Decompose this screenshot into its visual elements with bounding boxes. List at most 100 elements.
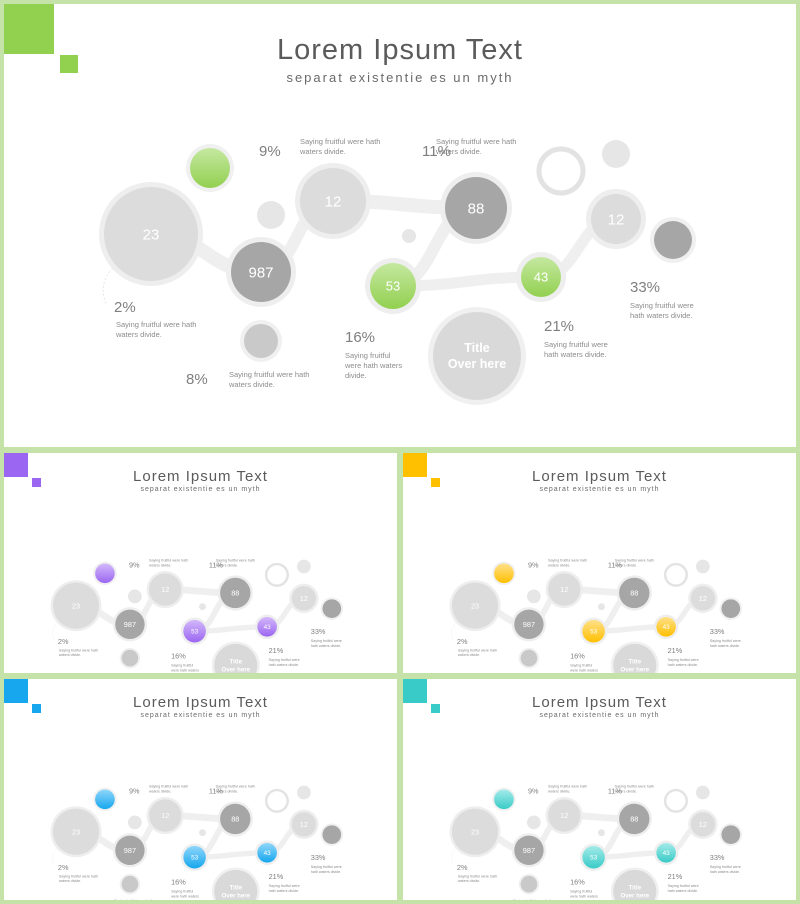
center-circle (613, 869, 657, 900)
callout-text: were hath waters (344, 361, 402, 370)
callout-percent: 8% (93, 898, 104, 900)
accent-square-large (4, 4, 54, 54)
node-circle-n53 (183, 845, 206, 869)
accent-square-large (4, 679, 28, 703)
accent-dot (190, 148, 230, 188)
callout-percent: 16% (171, 878, 186, 887)
small-dot (602, 140, 630, 168)
callout-text: Saying fruitful were (269, 884, 300, 888)
slide-title: Lorem Ipsum Text (133, 694, 268, 711)
callout-percent: 33% (311, 853, 326, 862)
node-circle-n53 (582, 845, 605, 869)
callout-text: Saying fruitful (570, 663, 592, 667)
callout-text: Saying fruitful were hath (436, 137, 516, 146)
node-value: 88 (231, 589, 239, 598)
node-value: 23 (471, 827, 479, 836)
callout-percent: 16% (171, 652, 186, 661)
slide-variant-yellow: Lorem Ipsum Text separat existentie es u… (403, 453, 796, 673)
small-dot (520, 649, 538, 667)
callout-text: waters divide. (458, 879, 480, 883)
accent-dot (95, 789, 115, 810)
leader-line (52, 621, 60, 641)
callout-text: Saying fruitful were hath (548, 785, 587, 789)
callout-percent: 21% (668, 872, 683, 881)
tiny-dot (402, 229, 416, 243)
center-title-line: Title (629, 659, 642, 666)
callout-text: Saying fruitful were hath (300, 137, 380, 146)
callout-percent: 11% (209, 560, 224, 569)
callout-percent: 11% (608, 786, 623, 795)
callout-percent: 21% (269, 646, 284, 655)
center-title-line: Over here (222, 666, 251, 673)
node-circle-n12b (291, 586, 317, 611)
callout-percent: 11% (209, 786, 224, 795)
small-dot (520, 875, 538, 893)
center-title-line: Title (230, 659, 243, 666)
node-value: 88 (630, 589, 638, 598)
node-value: 53 (590, 854, 598, 861)
accent-square-small (431, 478, 440, 487)
slide-variant-teal: Lorem Ipsum Text separat existentie es u… (403, 679, 796, 900)
tiny-dot (598, 603, 605, 611)
callout-text: Saying fruitful (345, 351, 391, 360)
callout-percent: 2% (58, 637, 69, 646)
callout-text: hath waters divide. (269, 663, 300, 667)
node-circle-n987 (231, 242, 291, 302)
node-value: 12 (161, 811, 169, 820)
accent-square-small (431, 704, 440, 713)
callout-text: Saying fruitful (171, 663, 193, 667)
callout-text: waters divide. (548, 790, 570, 794)
callout-percent: 16% (570, 878, 585, 887)
center-title-line: Over here (448, 357, 506, 371)
callout-text: Saying fruitful were (311, 865, 342, 869)
center-circle (613, 643, 657, 673)
slide-title: Lorem Ipsum Text (532, 694, 667, 711)
callout-text: Saying fruitful were hath (548, 559, 587, 563)
slide-main: Lorem Ipsum Text separat existentie es u… (4, 4, 796, 447)
callout-percent: 21% (544, 318, 574, 335)
slide-subtitle: separat existentie es un myth (539, 486, 660, 493)
center-title-line: Over here (621, 892, 650, 899)
node-value: 987 (124, 846, 136, 855)
leader-line (102, 265, 117, 305)
node-value: 12 (161, 585, 169, 594)
callout-text: waters divide. (149, 564, 171, 568)
callout-text: Saying fruitful were (668, 658, 699, 662)
accent-square-small (60, 55, 78, 73)
node-value: 53 (386, 279, 400, 294)
node-circle-n88 (619, 577, 650, 609)
node-value: 53 (590, 628, 598, 635)
small-dot (526, 815, 541, 830)
center-title-line: Title (230, 885, 243, 892)
callout-text: Saying fruitful were (544, 340, 608, 349)
accent-square-large (403, 679, 427, 703)
callout-text: Saying fruitful (171, 889, 193, 893)
node-circle-n12b (690, 586, 716, 611)
small-dot (121, 649, 139, 667)
callout-percent: 11% (422, 143, 451, 160)
node-value: 53 (191, 854, 199, 861)
callout-text: Saying fruitful were (710, 639, 741, 643)
accent-square-large (4, 453, 28, 477)
node-circle-n987 (115, 835, 145, 866)
callout-text: waters divide. (435, 147, 482, 156)
center-title-line: Over here (621, 666, 650, 673)
callout-percent: 2% (457, 863, 468, 872)
accent-dot (494, 563, 514, 584)
callout-percent: 2% (58, 863, 69, 872)
node-circle-n12b (690, 812, 716, 837)
node-value: 23 (72, 601, 80, 610)
node-circle-n23 (452, 582, 499, 629)
center-circle (214, 643, 258, 673)
callout-percent: 33% (710, 627, 725, 636)
callout-text: were hath waters (570, 668, 598, 672)
callout-percent: 8% (93, 672, 104, 673)
small-dot (322, 599, 342, 618)
node-value: 43 (534, 270, 548, 285)
node-value: 12 (699, 594, 707, 603)
small-dot (297, 785, 311, 800)
